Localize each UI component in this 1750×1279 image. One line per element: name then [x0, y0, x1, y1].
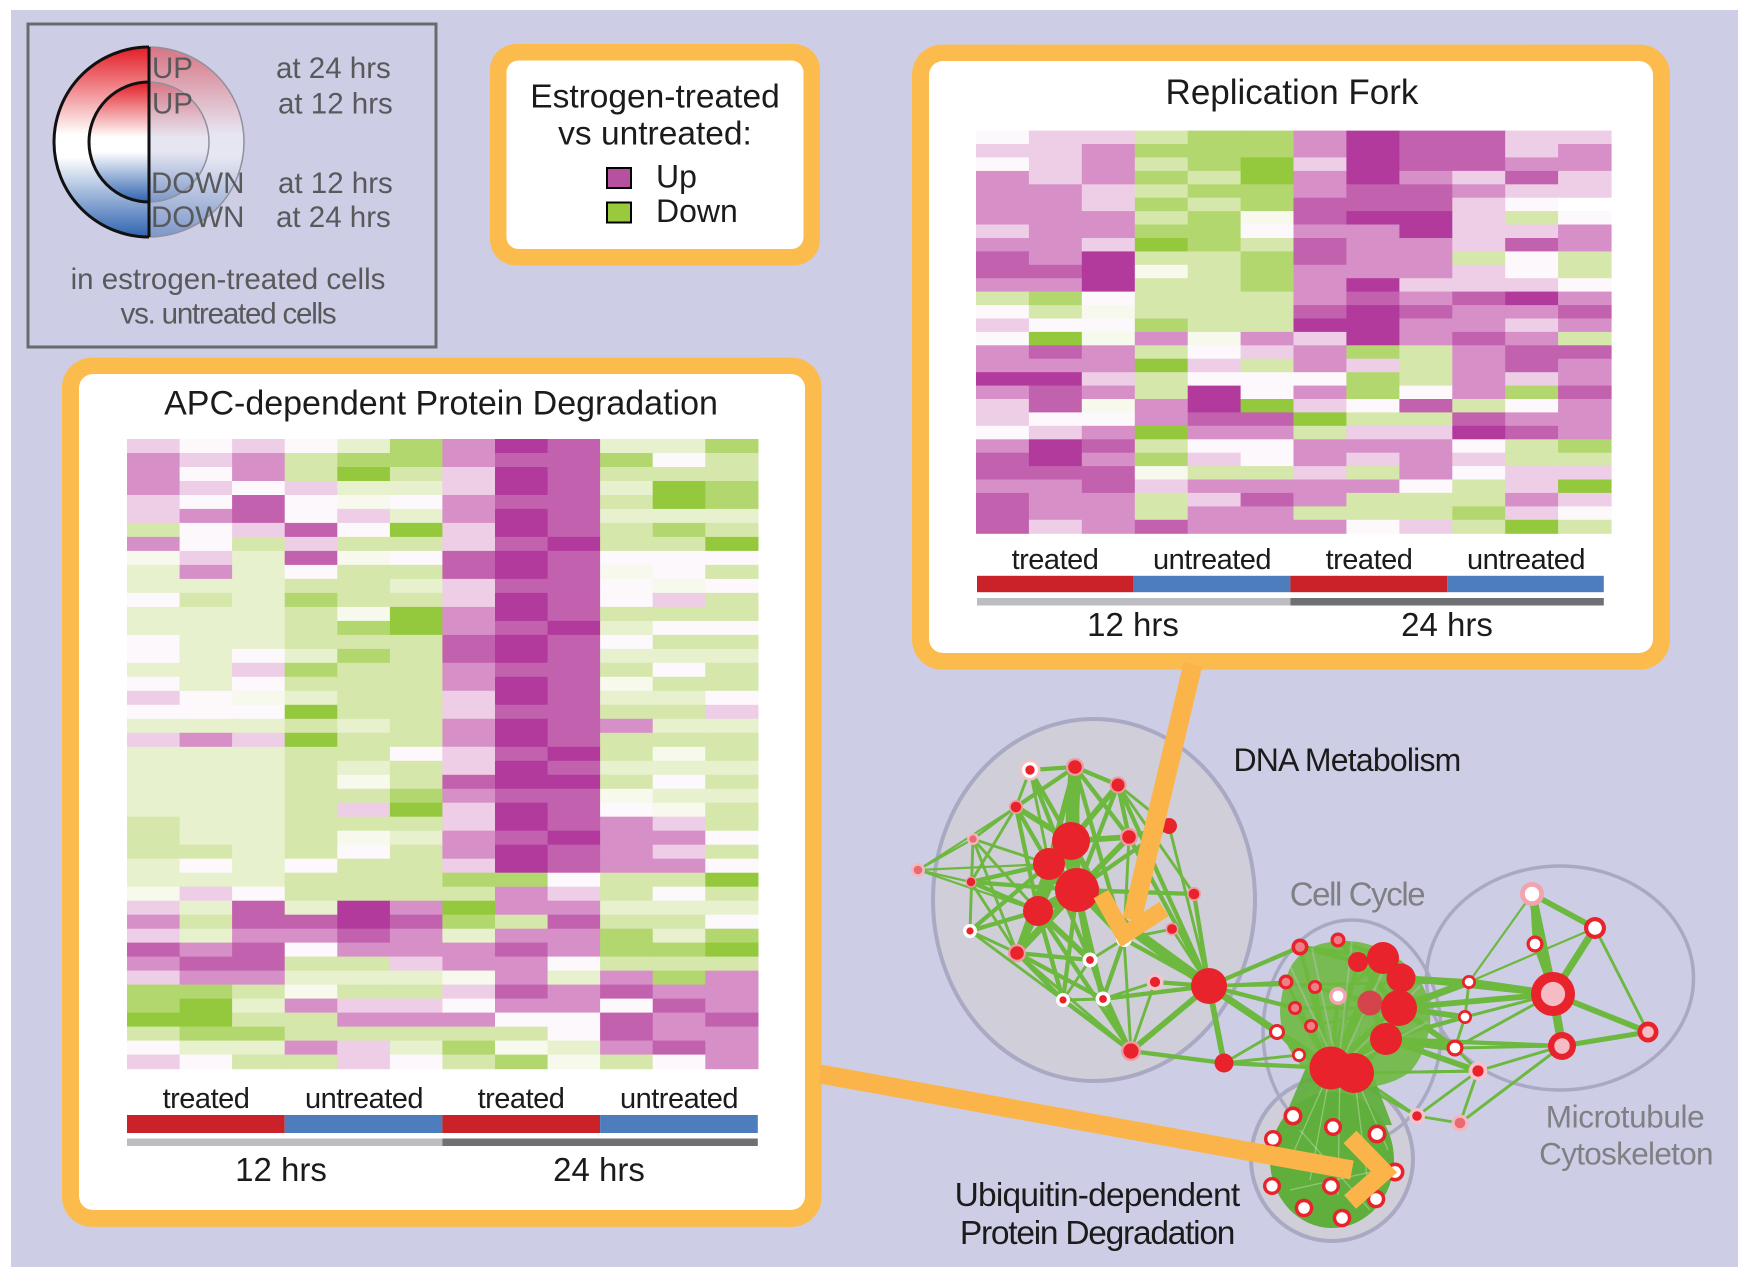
svg-text:DOWN: DOWN: [151, 201, 244, 234]
svg-text:untreated: untreated: [620, 1083, 738, 1115]
svg-text:Microtubule: Microtubule: [1546, 1098, 1704, 1134]
svg-text:treated: treated: [1326, 544, 1413, 576]
svg-text:at 24 hrs: at 24 hrs: [276, 201, 391, 234]
svg-text:in estrogen-treated cells: in estrogen-treated cells: [71, 263, 386, 296]
svg-text:DOWN: DOWN: [151, 167, 244, 200]
svg-text:Cell Cycle: Cell Cycle: [1290, 876, 1425, 913]
svg-text:Protein Degradation: Protein Degradation: [960, 1215, 1234, 1252]
svg-text:24 hrs: 24 hrs: [553, 1151, 645, 1188]
svg-text:vs. untreated cells: vs. untreated cells: [121, 298, 336, 331]
svg-text:at 24 hrs: at 24 hrs: [276, 52, 391, 85]
svg-text:untreated: untreated: [305, 1083, 423, 1115]
svg-text:12 hrs: 12 hrs: [1087, 606, 1179, 643]
svg-text:UP: UP: [152, 52, 193, 85]
svg-text:12 hrs: 12 hrs: [235, 1151, 327, 1188]
svg-text:Down: Down: [656, 193, 738, 229]
svg-text:UP: UP: [152, 88, 193, 121]
svg-text:24 hrs: 24 hrs: [1401, 606, 1493, 643]
svg-text:APC-dependent Protein Degradat: APC-dependent Protein Degradation: [164, 385, 718, 423]
svg-text:Replication Fork: Replication Fork: [1166, 73, 1419, 112]
svg-text:treated: treated: [478, 1083, 565, 1115]
svg-text:at 12 hrs: at 12 hrs: [278, 88, 393, 121]
svg-text:untreated: untreated: [1467, 544, 1585, 576]
svg-text:untreated: untreated: [1153, 544, 1271, 576]
svg-text:treated: treated: [1012, 544, 1099, 576]
svg-text:DNA Metabolism: DNA Metabolism: [1233, 742, 1460, 778]
svg-text:Cytoskeleton: Cytoskeleton: [1539, 1135, 1713, 1171]
svg-text:at 12 hrs: at 12 hrs: [278, 167, 393, 200]
svg-text:treated: treated: [163, 1083, 250, 1115]
svg-text:Ubiquitin-dependent: Ubiquitin-dependent: [955, 1177, 1241, 1214]
svg-text:vs untreated:: vs untreated:: [558, 116, 752, 153]
svg-text:Up: Up: [656, 159, 697, 195]
svg-text:Estrogen-treated: Estrogen-treated: [530, 79, 780, 116]
